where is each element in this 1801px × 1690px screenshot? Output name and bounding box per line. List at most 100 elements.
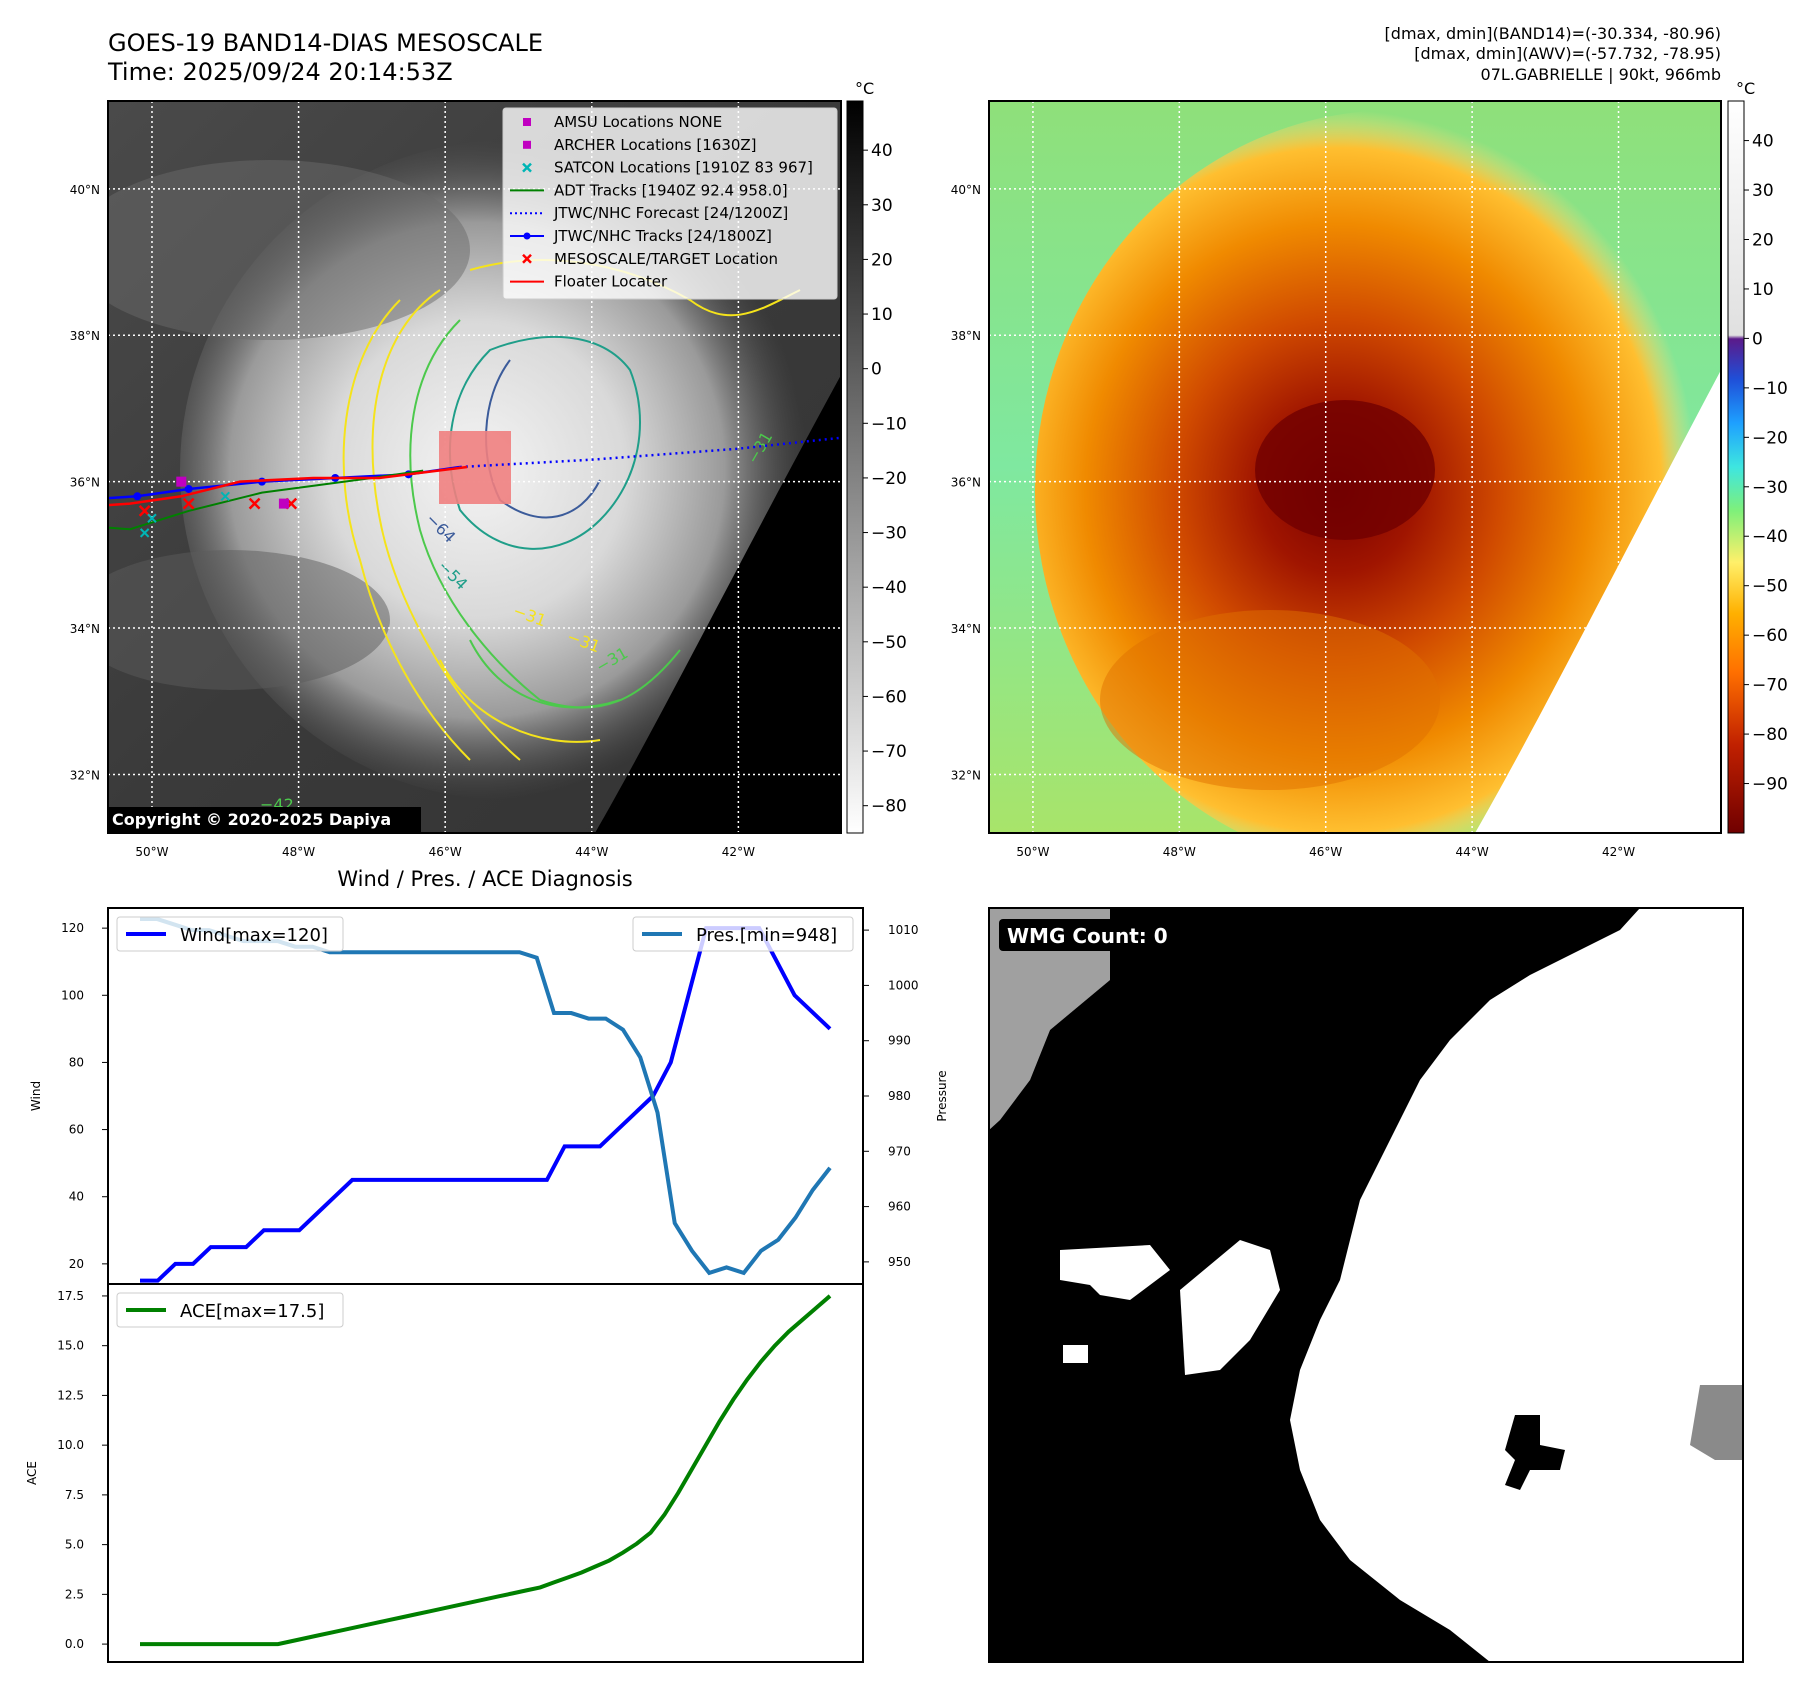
- pressure-y-ticks: 950 960 970 980 990 1000 1010: [863, 923, 919, 1269]
- ir-colorbar: [846, 100, 864, 834]
- colorbar-tick-label: −30: [1752, 478, 1788, 498]
- awv-scan-edge: [1475, 370, 1721, 833]
- ace-series-line: [140, 1294, 832, 1647]
- lon-label: 44°W: [575, 845, 608, 859]
- colorbar-tick-label: −20: [1752, 428, 1788, 448]
- ace-tick-label: 5.0: [65, 1538, 84, 1552]
- colorbar-tick-label: 40: [871, 141, 893, 161]
- legend-box: [632, 916, 854, 952]
- jtwc-track-point: [133, 492, 142, 501]
- lon-label: 42°W: [1602, 845, 1635, 859]
- legend-box: [502, 107, 838, 300]
- colorbar-tick-label: −10: [1752, 379, 1788, 399]
- wind-tick-label: 40: [69, 1190, 84, 1204]
- colorbar-tick-label: −50: [1752, 577, 1788, 597]
- legend-box: [116, 916, 344, 952]
- wmg-frame: [988, 907, 1744, 1663]
- lon-label: 50°W: [1016, 845, 1049, 859]
- ace-plot-area: [107, 1283, 864, 1663]
- legend-item: JTWC/NHC Tracks [24/1800Z]: [510, 227, 772, 245]
- legend-label: ADT Tracks [1940Z 92.4 958.0]: [554, 181, 788, 199]
- legend-label-ace: ACE[max=17.5]: [180, 1301, 324, 1322]
- archer-marker: [278, 498, 289, 509]
- colorbar-tick-label: −70: [1752, 676, 1788, 696]
- legend-item: SATCON Locations [1910Z 83 967]: [522, 159, 813, 177]
- lon-label: 50°W: [135, 845, 168, 859]
- legend-label: JTWC/NHC Tracks [24/1800Z]: [553, 227, 772, 245]
- colorbar-tick-label: −40: [871, 578, 907, 598]
- legend-label: ARCHER Locations [1630Z]: [554, 136, 757, 154]
- lon-label: 44°W: [1456, 845, 1489, 859]
- legend-label-wind: Wind[max=120]: [180, 925, 328, 946]
- wind-ylabel: Wind: [29, 1081, 43, 1111]
- info-awv: [dmax, dmin](AWV)=(-57.732, -78.95): [1414, 44, 1721, 63]
- awv-map: 40°N 38°N 36°N 34°N 32°N 50°W 48°W 46°W 44°W 42°…: [951, 79, 1788, 859]
- lon-label: 46°W: [429, 845, 462, 859]
- colorbar-tick-label: −20: [871, 469, 907, 489]
- satcon-marker: [139, 528, 150, 538]
- wind-tick-label: 120: [61, 921, 84, 935]
- legend-box: [116, 1292, 344, 1328]
- legend-label: MESOSCALE/TARGET Location: [554, 250, 778, 268]
- colorbar-tick-label: 30: [871, 196, 893, 216]
- copyright-text: Copyright © 2020-2025 Dapiya: [112, 810, 391, 829]
- contour-yellow-outer: [342, 299, 471, 761]
- wmg-white-patch: [1180, 1240, 1280, 1375]
- legend-item: Floater Locater: [510, 273, 668, 291]
- legend-item: AMSU Locations NONE: [523, 113, 722, 131]
- floater-locater-line: [108, 465, 468, 507]
- info-storm: 07L.GABRIELLE | 90kt, 966mb: [1481, 65, 1721, 84]
- jtwc-track-point: [184, 484, 193, 493]
- wmg-gray-region: [989, 908, 1110, 1130]
- wmg-panel: WMG Count: 0: [988, 907, 1744, 1663]
- awv-lat-labels: 40°N 38°N 36°N 34°N 32°N: [951, 183, 981, 783]
- ir-frame: [107, 100, 842, 834]
- ir-map: −64 −54 −31 −31 −31 −31 −42 40°N38°N36°N…: [70, 79, 907, 859]
- ace-legend: ACE[max=17.5]: [116, 1292, 344, 1328]
- legend-swatch: [523, 140, 531, 149]
- ace-tick-label: 0.0: [65, 1637, 84, 1651]
- ir-legend: AMSU Locations NONE ARCHER Locations [163…: [502, 107, 838, 300]
- pressure-tick-label: 950: [888, 1255, 911, 1269]
- mesoscale-target-marker: [248, 497, 261, 510]
- colorbar-tick-label: −10: [871, 414, 907, 434]
- legend-swatch: [522, 162, 532, 173]
- wmg-count-badge: [999, 919, 1179, 951]
- copyright-badge: [108, 807, 421, 832]
- ir-colorbar-unit: °C: [855, 79, 874, 98]
- awv-colorbar-unit: °C: [1736, 79, 1755, 98]
- pressure-legend: Pres.[min=948]: [632, 916, 854, 952]
- ace-tick-label: 12.5: [57, 1388, 84, 1402]
- colorbar-tick-label: 30: [1752, 181, 1774, 201]
- lat-label: 40°N: [70, 183, 100, 197]
- colorbar-tick-label: 20: [1752, 230, 1774, 250]
- ir-lon-labels: 50°W 48°W 46°W 44°W 42°W: [135, 845, 755, 859]
- wind-tick-label: 80: [69, 1055, 84, 1069]
- wind-tick-label: 100: [61, 988, 84, 1002]
- contour-yellow-south: [439, 659, 601, 743]
- legend-item: MESOSCALE/TARGET Location: [522, 250, 778, 268]
- wmg-gray-patch: [1690, 1385, 1743, 1460]
- wind-tick-label: 20: [69, 1257, 84, 1271]
- info-band14: [dmax, dmin](BAND14)=(-30.334, -80.96): [1385, 24, 1721, 43]
- lat-label: 32°N: [951, 768, 981, 782]
- awv-eyewall: [1255, 400, 1435, 540]
- colorbar-tick-label: −40: [1752, 527, 1788, 547]
- lon-label: 48°W: [1163, 845, 1196, 859]
- awv-lon-labels: 50°W 48°W 46°W 44°W 42°W: [1016, 845, 1635, 859]
- ace-ylabel: ACE: [25, 1461, 39, 1485]
- lat-label: 40°N: [951, 183, 981, 197]
- chart-title: Wind / Pres. / ACE Diagnosis: [337, 867, 632, 891]
- ace-chart: 0.0 2.5 5.0 7.5 10.0 12.5 15.0 17.5 ACE ACE[max…: [25, 1283, 864, 1663]
- awv-frame: [988, 100, 1722, 834]
- ace-tick-label: 7.5: [65, 1488, 84, 1502]
- wmg-white-patch: [1063, 1345, 1088, 1363]
- legend-label-pressure: Pres.[min=948]: [696, 925, 837, 946]
- archer-marker: [176, 476, 187, 487]
- satcon-marker: [220, 491, 230, 501]
- colorbar-tick-label: −60: [871, 687, 907, 707]
- wind-tick-label: 60: [69, 1123, 84, 1137]
- colorbar-tick-label: −80: [871, 797, 907, 817]
- lat-label: 34°N: [70, 622, 100, 636]
